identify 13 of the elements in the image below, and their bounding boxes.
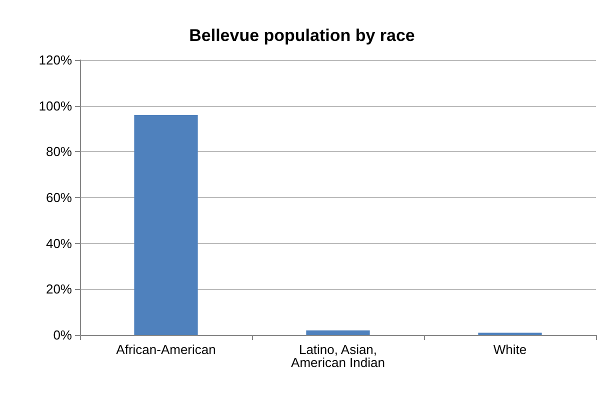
bar	[306, 330, 370, 335]
y-tick-label: 0%	[53, 328, 72, 342]
x-tick-label: White	[493, 342, 527, 357]
y-tick-label: 20%	[46, 282, 72, 297]
x-tick-label: African-American	[116, 342, 216, 357]
x-tick-label: Latino, Asian, American Indian	[291, 342, 385, 370]
y-tick-label: 60%	[46, 190, 72, 205]
y-tick-label: 40%	[46, 236, 72, 251]
y-tick-label: 80%	[46, 144, 72, 160]
y-tick-label: 120%	[38, 52, 72, 68]
bar	[134, 115, 198, 335]
y-tick-label: 100%	[38, 98, 72, 114]
chart-title: Bellevue population by race	[189, 26, 415, 45]
